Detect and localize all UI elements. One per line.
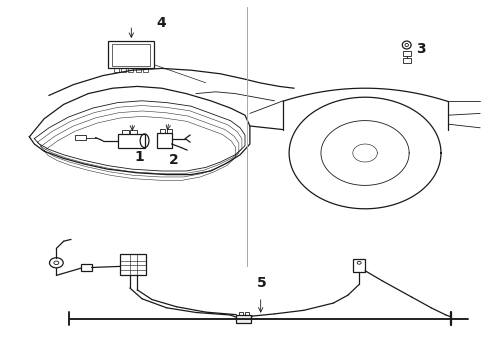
Text: 5: 5 <box>257 276 267 289</box>
Bar <box>167 129 172 133</box>
Bar <box>143 68 148 72</box>
Bar <box>239 312 243 315</box>
Bar <box>122 130 129 134</box>
Bar <box>160 129 165 133</box>
Bar <box>108 41 154 68</box>
Bar <box>114 68 119 72</box>
Bar <box>130 130 137 134</box>
Bar <box>75 135 86 140</box>
Text: 1: 1 <box>135 150 145 163</box>
Bar <box>136 68 141 72</box>
Bar <box>81 264 92 271</box>
Bar <box>112 44 150 66</box>
Bar <box>118 134 145 148</box>
Bar <box>353 259 365 272</box>
Text: 3: 3 <box>416 42 426 55</box>
Bar <box>128 68 133 72</box>
Bar <box>403 58 411 63</box>
Bar <box>236 315 251 323</box>
Bar <box>403 51 411 56</box>
Bar <box>121 68 126 72</box>
Bar <box>120 254 146 275</box>
Bar <box>245 312 249 315</box>
Text: 4: 4 <box>157 17 167 30</box>
Bar <box>157 133 172 148</box>
Text: 2: 2 <box>169 153 179 167</box>
